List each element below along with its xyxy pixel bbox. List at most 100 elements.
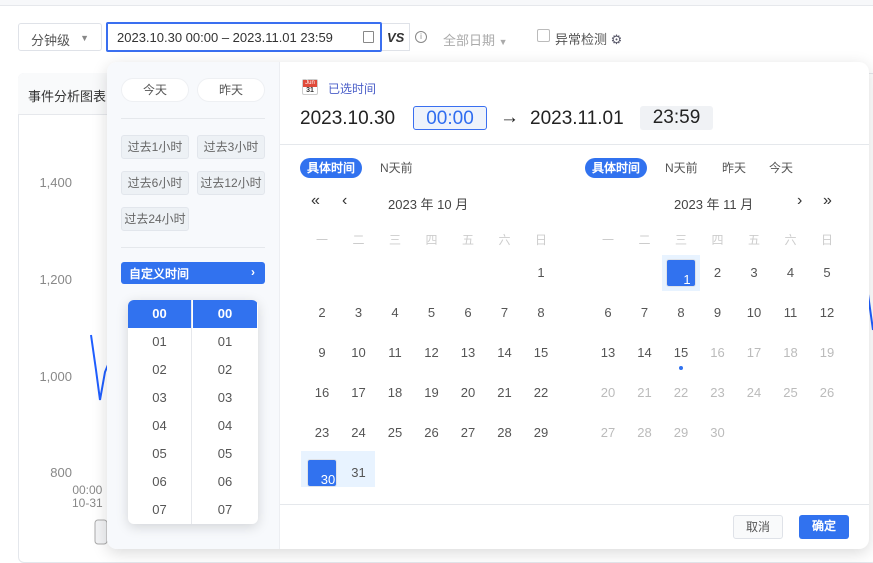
hour-column[interactable]: 00 01 02 03 04 05 06 07 (128, 300, 192, 524)
calendar-day[interactable]: 19 (424, 385, 439, 400)
calendar-day[interactable]: 11 (388, 345, 402, 360)
calendar-day[interactable]: 23 (710, 385, 725, 400)
calendar-day[interactable]: 17 (351, 385, 366, 400)
last-3h-button[interactable]: 过去3小时 (197, 135, 265, 159)
calendar-day[interactable]: 21 (637, 385, 652, 400)
prev-month-icon[interactable]: ‹ (342, 192, 348, 209)
calendar-day[interactable]: 3 (750, 265, 758, 280)
gear-icon[interactable]: ⚙ (610, 32, 623, 47)
start-time-input[interactable]: 00:00 (413, 106, 487, 130)
calendar-day[interactable]: 3 (354, 305, 363, 320)
prev-year-icon[interactable]: « (311, 192, 320, 209)
calendar-day[interactable]: 11 (783, 305, 798, 320)
custom-time-button[interactable]: 自定义时间 › (121, 262, 265, 284)
calendar-day[interactable]: 29 (533, 425, 549, 440)
calendar-day[interactable]: 10 (746, 305, 762, 320)
calendar-day[interactable]: 31 (351, 465, 366, 480)
calendar-day[interactable]: 4 (391, 305, 399, 320)
date-filter-select[interactable]: 全部日期 ▼ (443, 30, 508, 49)
calendar-day[interactable]: 20 (600, 385, 616, 400)
last-1h-button[interactable]: 过去1小时 (121, 135, 189, 159)
calendar-day[interactable]: 8 (677, 305, 685, 320)
minute-option[interactable]: 04 (217, 418, 233, 433)
tab-specific-time-left[interactable]: 具体时间 (300, 158, 363, 178)
calendar-day[interactable]: 17 (746, 345, 762, 360)
calendar-day[interactable]: 5 (427, 305, 436, 320)
calendar-day[interactable]: 26 (424, 425, 439, 440)
calendar-day[interactable]: 21 (497, 385, 512, 400)
calendar-day[interactable]: 9 (318, 345, 326, 360)
next-year-icon[interactable]: » (823, 192, 832, 209)
calendar-day[interactable]: 24 (351, 425, 366, 440)
cancel-button[interactable]: 取消 (733, 515, 783, 539)
date-range-input[interactable]: 2023.10.30 00:00 – 2023.11.01 23:59 (106, 22, 382, 52)
next-month-icon[interactable]: › (797, 192, 803, 209)
minute-option[interactable]: 06 (217, 474, 233, 489)
minute-option[interactable]: 03 (217, 390, 233, 405)
hour-option[interactable]: 06 (152, 474, 167, 489)
compare-vs-button[interactable]: VS (382, 23, 410, 51)
minute-option[interactable]: 05 (217, 446, 233, 461)
minute-column[interactable]: 00 01 02 03 04 05 06 07 (193, 300, 257, 524)
hour-option[interactable]: 05 (152, 446, 167, 461)
calendar-day[interactable]: 9 (713, 305, 722, 320)
calendar-day[interactable]: 30 (307, 459, 337, 487)
hour-option[interactable]: 02 (152, 362, 167, 377)
calendar-day[interactable]: 1 (537, 265, 545, 280)
calendar-day[interactable]: 28 (497, 425, 512, 440)
calendar-day[interactable]: 20 (460, 385, 476, 400)
calendar-day[interactable]: 12 (819, 305, 835, 320)
last-6h-button[interactable]: 过去6小时 (121, 171, 189, 195)
calendar-day[interactable]: 14 (497, 345, 512, 360)
calendar-day[interactable]: 2 (713, 265, 722, 280)
calendar-day[interactable]: 16 (710, 345, 725, 360)
end-time-input[interactable]: 23:59 (640, 106, 713, 130)
minute-option[interactable]: 02 (217, 362, 233, 377)
calendar-day[interactable]: 26 (819, 385, 835, 400)
info-icon[interactable]: i (415, 31, 427, 43)
calendar-day[interactable]: 7 (500, 305, 509, 320)
hour-option[interactable]: 01 (152, 334, 167, 349)
calendar-day[interactable]: 4 (786, 265, 795, 280)
last-24h-button[interactable]: 过去24小时 (121, 207, 189, 231)
calendar-day[interactable]: 19 (819, 345, 835, 360)
calendar-day[interactable]: 25 (783, 385, 798, 400)
calendar-day[interactable]: 6 (604, 305, 612, 320)
calendar-day[interactable]: 14 (637, 345, 652, 360)
tab-today[interactable]: 今天 (769, 161, 794, 175)
minute-option[interactable]: 01 (217, 334, 233, 349)
today-shortcut[interactable]: 今天 (121, 78, 189, 102)
yesterday-shortcut[interactable]: 昨天 (197, 78, 265, 102)
calendar-day[interactable]: 27 (460, 425, 476, 440)
calendar-day[interactable]: 13 (460, 345, 476, 360)
calendar-day[interactable]: 2 (318, 305, 326, 320)
calendar-day[interactable]: 18 (387, 385, 403, 400)
calendar-day[interactable]: 24 (746, 385, 762, 400)
calendar-day[interactable]: 7 (640, 305, 649, 320)
calendar-day[interactable]: 15 (673, 345, 689, 360)
calendar-day[interactable]: 12 (424, 345, 439, 360)
calendar-day[interactable]: 22 (673, 385, 689, 400)
hour-option[interactable]: 04 (152, 418, 167, 433)
granularity-select[interactable]: 分钟级 ▼ (18, 23, 102, 51)
tab-specific-time[interactable]: 具体时间 (585, 158, 648, 178)
last-12h-button[interactable]: 过去12小时 (197, 171, 265, 195)
calendar-day[interactable]: 29 (673, 425, 689, 440)
calendar-day[interactable]: 6 (464, 305, 472, 320)
hour-option[interactable]: 03 (152, 390, 167, 405)
tab-yesterday[interactable]: 昨天 (722, 161, 747, 175)
tab-n-days-ago[interactable]: N天前 (665, 161, 698, 175)
calendar-day[interactable]: 8 (537, 305, 545, 320)
calendar-day[interactable]: 23 (314, 425, 330, 440)
confirm-button[interactable]: 确定 (799, 515, 849, 539)
calendar-day[interactable]: 15 (533, 345, 549, 360)
calendar-day[interactable]: 22 (533, 385, 549, 400)
calendar-day[interactable]: 5 (823, 265, 831, 280)
minute-option[interactable]: 07 (217, 502, 233, 517)
calendar-day[interactable]: 18 (783, 345, 798, 360)
calendar-day[interactable]: 28 (637, 425, 652, 440)
calendar-day[interactable]: 30 (710, 425, 725, 440)
calendar-day[interactable]: 16 (314, 385, 330, 400)
calendar-day[interactable]: 13 (600, 345, 616, 360)
anomaly-checkbox[interactable] (537, 29, 550, 42)
